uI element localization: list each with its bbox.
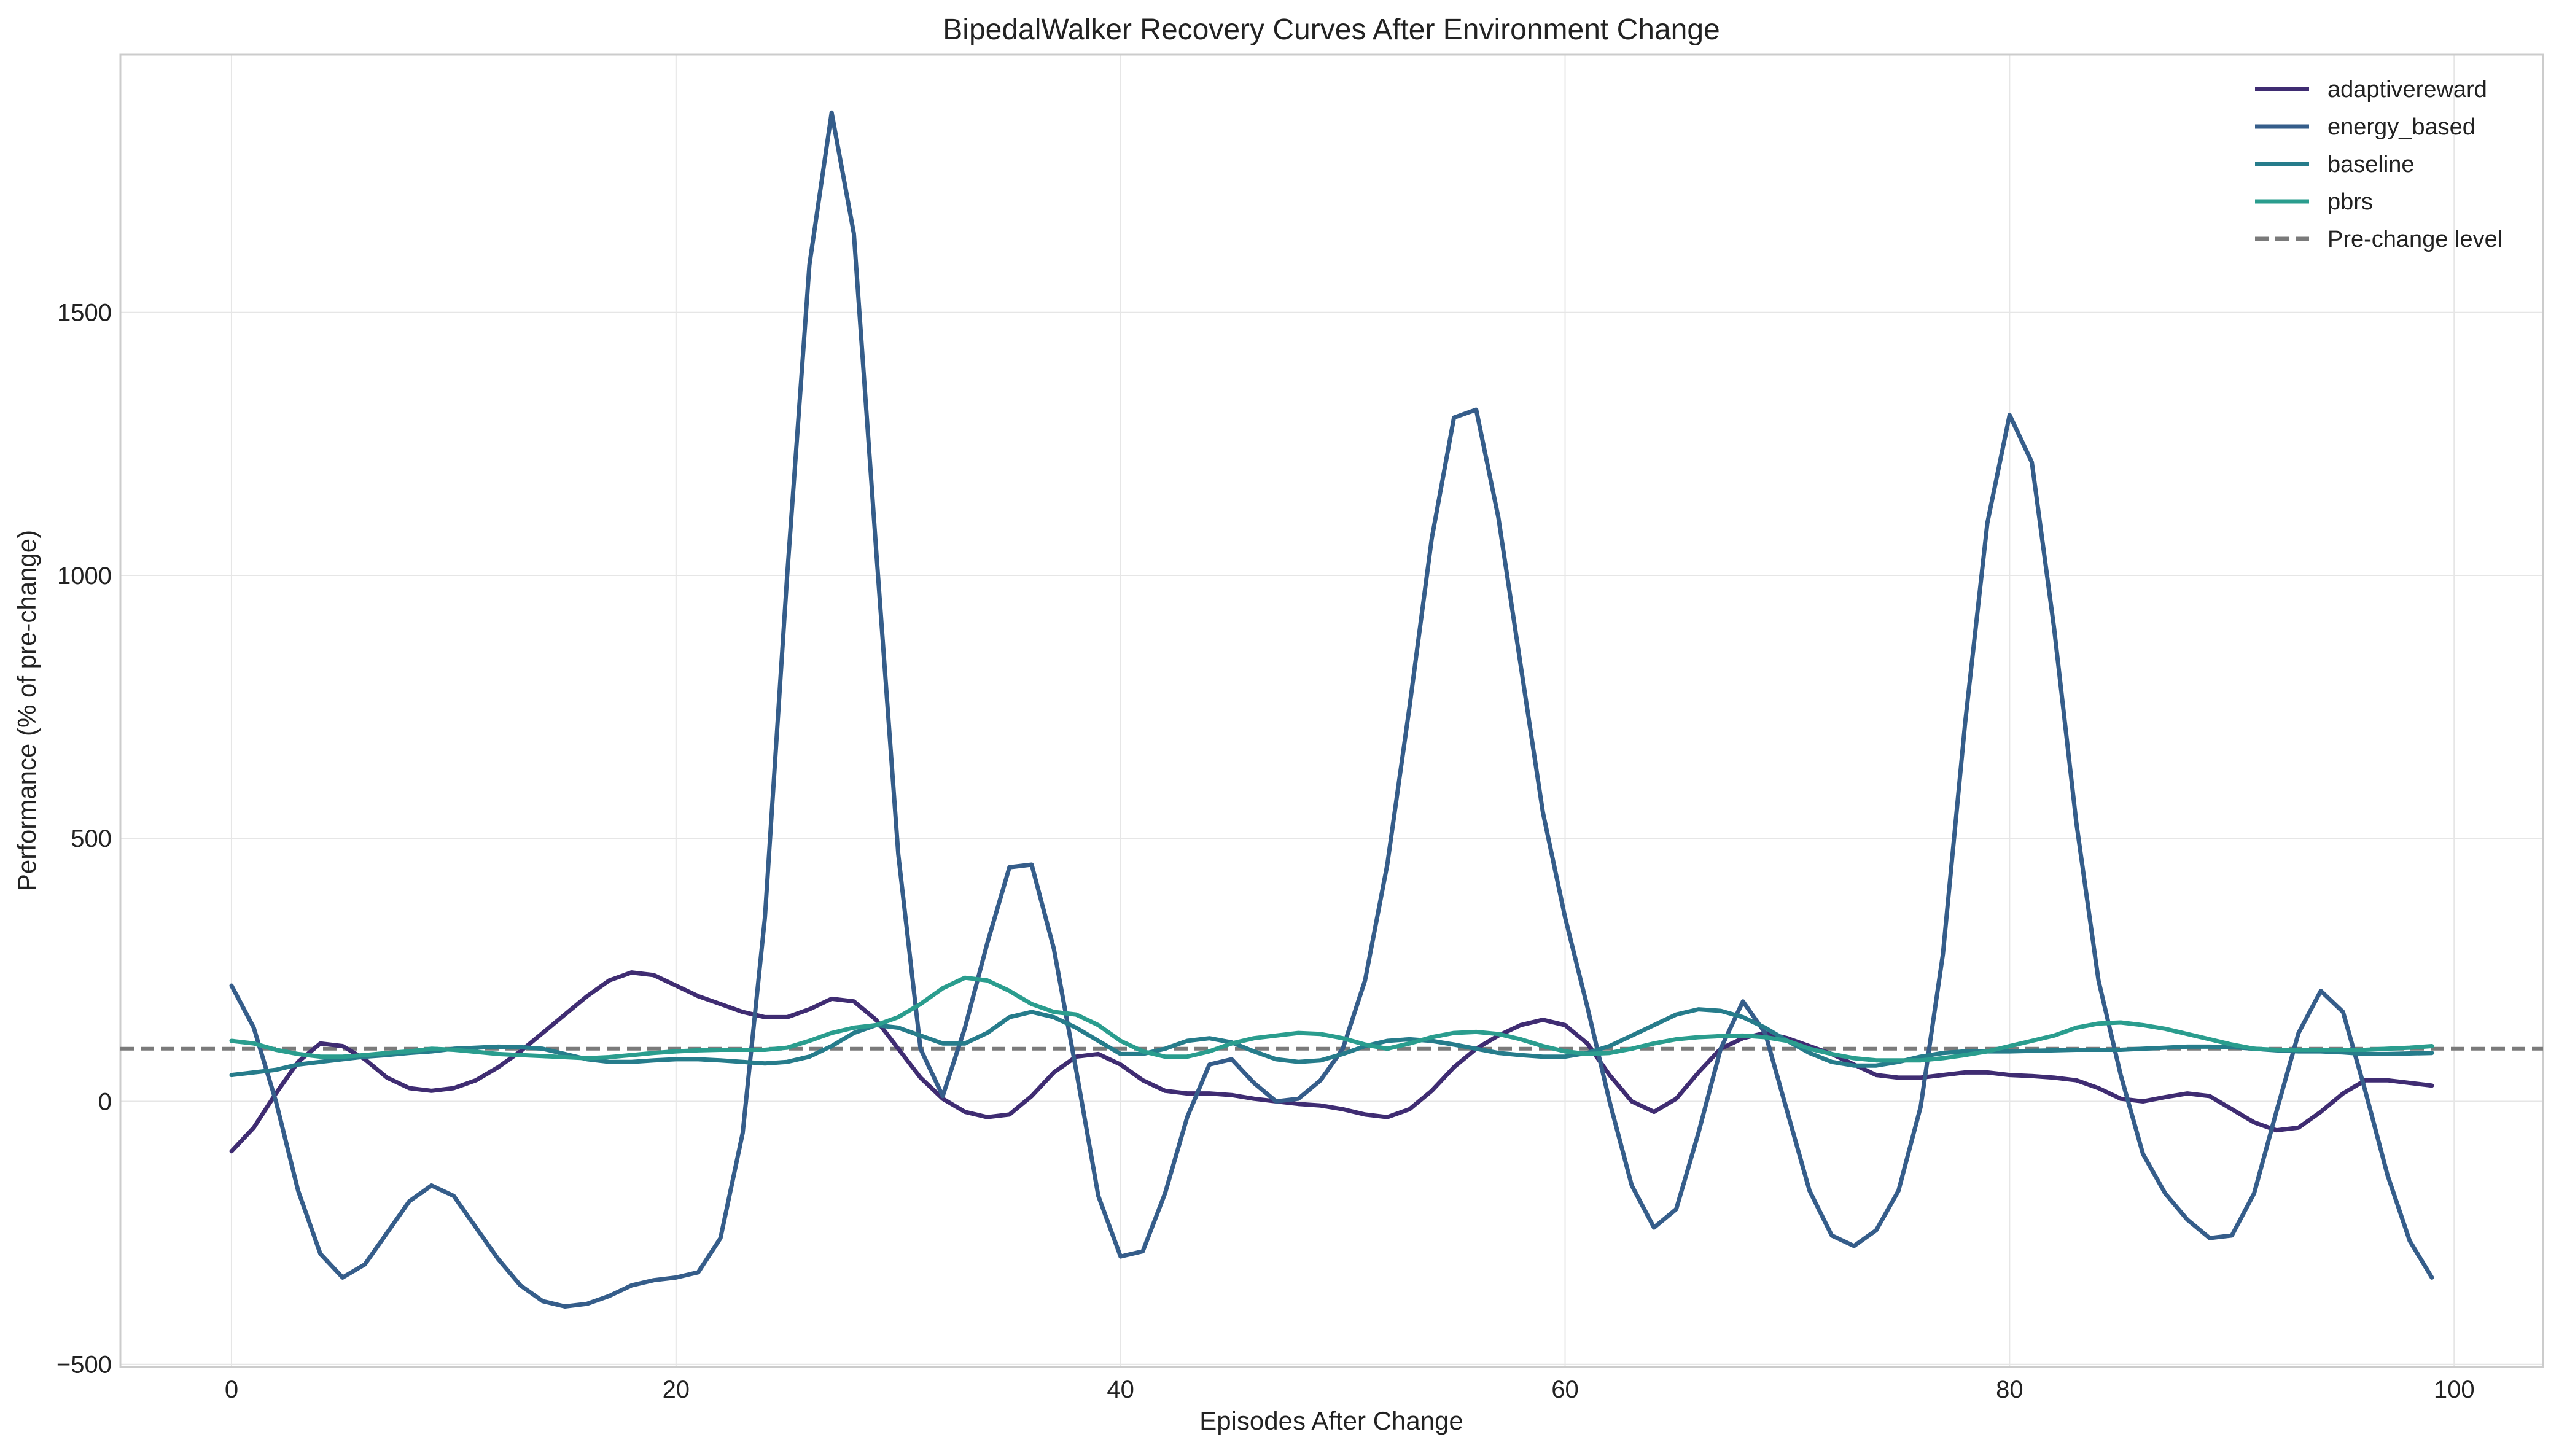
legend-label: pbrs: [2327, 189, 2373, 215]
legend-label: baseline: [2327, 152, 2415, 177]
series-line-adaptivereward: [229, 970, 2434, 1154]
y-tick-label: −500: [56, 1352, 112, 1379]
legend-label: energy_based: [2327, 114, 2475, 140]
y-tick-label: 1000: [57, 563, 112, 590]
grid-lines: [120, 55, 2543, 1367]
x-tick-label: 40: [1107, 1376, 1134, 1403]
series-line-energy-based: [229, 110, 2434, 1309]
y-tick-label: 500: [71, 825, 112, 852]
chart-title: BipedalWalker Recovery Curves After Envi…: [943, 14, 1720, 46]
series-lines: [229, 110, 2434, 1309]
legend: adaptivereward energy_based baseline pbrs Pr…: [2255, 77, 2503, 252]
x-tick-label: 80: [1996, 1376, 2023, 1403]
x-axis-label: Episodes After Change: [1199, 1406, 1463, 1435]
y-tick-label: 0: [98, 1088, 112, 1115]
x-tick-label: 0: [225, 1376, 238, 1403]
legend-label: Pre-change level: [2327, 227, 2503, 252]
x-tick-label: 20: [663, 1376, 690, 1403]
plot-area-frame: [119, 53, 2544, 1368]
y-axis-label: Performance (% of pre-change): [12, 530, 41, 891]
tick-labels: 0 20 40 60 80 100 −500 0 500 1000 1500: [56, 300, 2475, 1403]
series-line-pbrs: [229, 975, 2434, 1063]
x-tick-label: 60: [1551, 1376, 1579, 1403]
legend-label: adaptivereward: [2327, 77, 2487, 103]
series-line-baseline: [229, 1007, 2434, 1078]
x-tick-label: 100: [2434, 1376, 2475, 1403]
y-tick-label: 1500: [57, 300, 112, 327]
